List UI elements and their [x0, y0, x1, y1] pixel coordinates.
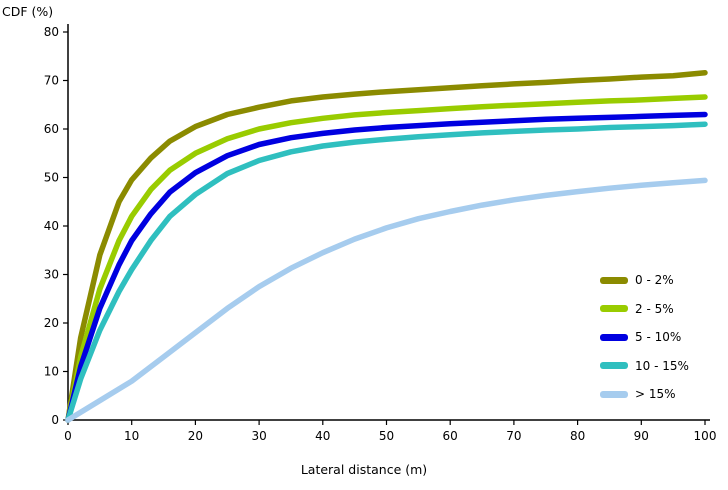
legend-swatch-icon — [600, 362, 628, 369]
legend-item: > 15% — [600, 385, 726, 403]
legend-swatch-icon — [600, 333, 628, 341]
y-tick-label: 30 — [44, 268, 59, 282]
series-line-0-2- — [65, 69, 708, 423]
series-line-10-15- — [65, 121, 708, 423]
series-line-5-10- — [65, 111, 708, 423]
legend-swatch-icon — [600, 276, 628, 284]
y-tick-label: 40 — [44, 219, 59, 233]
x-tick-label: 10 — [124, 429, 139, 443]
legend-label: 10 - 15% — [635, 358, 689, 373]
legend-swatch-icon — [600, 390, 628, 398]
legend-label: 2 - 5% — [635, 301, 674, 316]
x-tick-label: 90 — [634, 429, 649, 443]
y-tick-label: 80 — [44, 25, 59, 39]
series-line--15- — [65, 177, 708, 423]
series-line-2-5- — [65, 94, 708, 423]
legend-swatch-icon — [600, 305, 628, 312]
x-axis-title: Lateral distance (m) — [300, 462, 428, 477]
y-tick-label: 60 — [44, 122, 59, 136]
y-tick-label: 50 — [44, 171, 59, 185]
legend-label: 0 - 2% — [635, 273, 674, 287]
legend-label: > 15% — [635, 387, 676, 401]
x-tick-label: 30 — [251, 429, 266, 443]
x-tick-label: 0 — [64, 429, 72, 443]
x-tick-label: 100 — [694, 429, 717, 443]
x-tick-label: 60 — [443, 429, 458, 443]
legend-item: 2 - 5% — [600, 300, 726, 318]
x-tick-label: 20 — [188, 429, 203, 443]
y-tick-label: 0 — [51, 413, 59, 427]
x-tick-label: 70 — [506, 429, 521, 443]
y-tick-label: 10 — [44, 365, 59, 379]
y-axis-title: CDF (%) — [2, 4, 54, 19]
legend-label: 5 - 10% — [635, 330, 682, 344]
legend-item: 0 - 2% — [600, 271, 726, 289]
legend: 0 - 2% 2 - 5% 5 - 10% 10 - 15% > 15% — [600, 271, 726, 403]
legend-item: 10 - 15% — [600, 357, 726, 375]
legend-item: 5 - 10% — [600, 328, 726, 346]
x-tick-label: 80 — [570, 429, 585, 443]
x-tick-label: 40 — [315, 429, 330, 443]
x-tick-label: 50 — [379, 429, 394, 443]
y-tick-label: 20 — [44, 316, 59, 330]
y-tick-label: 70 — [44, 74, 59, 88]
